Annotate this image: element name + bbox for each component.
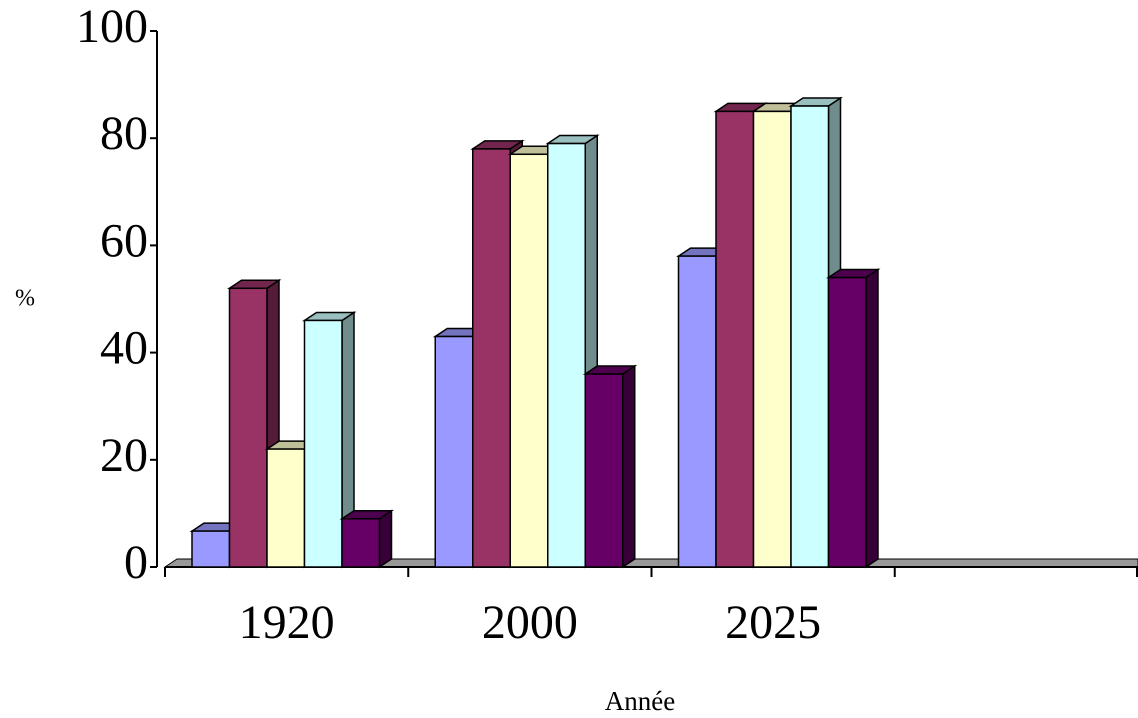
bar: [715, 110, 755, 568]
x-tick-label: 1920: [239, 596, 335, 649]
bar: [677, 255, 717, 568]
bar: [752, 110, 792, 568]
bar: [547, 142, 586, 568]
y-tick-label: 60: [100, 214, 148, 267]
bar: [191, 530, 231, 568]
bar: [228, 287, 268, 568]
bar: [341, 518, 381, 568]
y-tick-label: 40: [100, 322, 148, 375]
x-tick-label: 2025: [725, 596, 821, 649]
bar: [509, 153, 549, 568]
y-tick-label: 80: [100, 107, 148, 160]
bar-side: [378, 509, 393, 569]
bar: [827, 276, 867, 568]
x-tick-label: 2000: [482, 596, 578, 649]
bar: [472, 148, 511, 568]
y-axis-label: %: [15, 286, 35, 312]
y-tick-label: 100: [76, 0, 148, 53]
bar: [266, 448, 306, 568]
x-axis-label: Année: [605, 686, 675, 716]
y-tick-label: 0: [124, 536, 148, 589]
bar: [303, 319, 343, 568]
y-tick-label: 20: [100, 429, 148, 482]
bar: [584, 373, 624, 568]
bar-side: [622, 364, 636, 569]
bar: [790, 105, 830, 568]
bar-side: [865, 268, 879, 569]
bar: [434, 335, 474, 568]
